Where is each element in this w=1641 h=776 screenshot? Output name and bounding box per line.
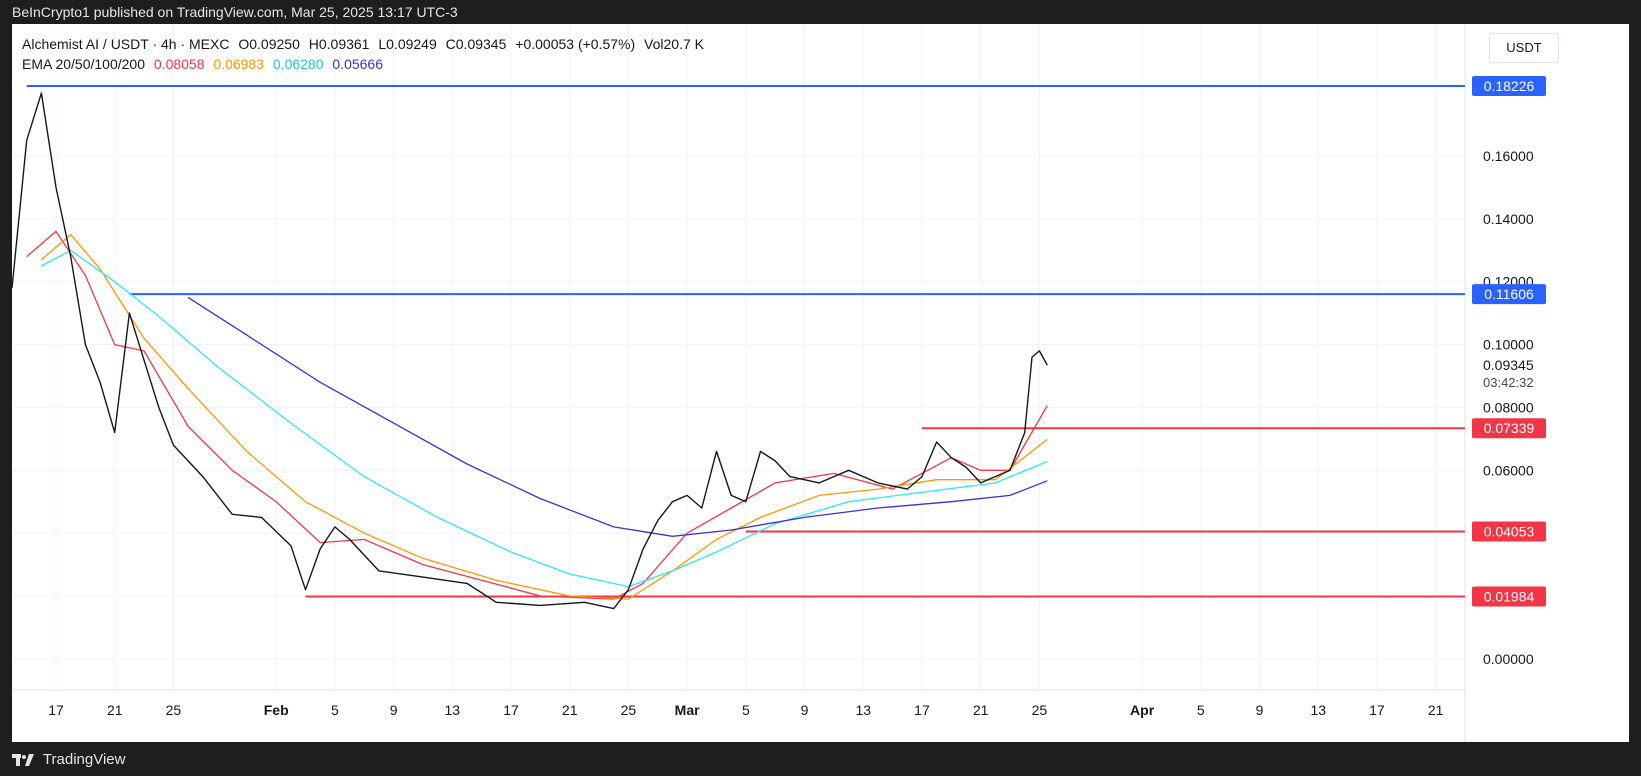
level-badge: [1472, 76, 1546, 97]
ema-legend: EMA 20/50/100/200 0.08058 0.06983 0.0628…: [22, 56, 383, 72]
level-badge: [1472, 284, 1546, 305]
x-tick-label: 5: [331, 702, 339, 718]
x-tick-label: Mar: [675, 702, 700, 718]
x-tick-label: 5: [1197, 702, 1205, 718]
symbol-title[interactable]: Alchemist AI / USDT · 4h · MEXC: [22, 36, 230, 52]
x-tick-label: 13: [445, 702, 461, 718]
price-line[interactable]: [12, 92, 1048, 610]
x-tick-label: Apr: [1130, 702, 1155, 718]
y-tick-label: 0.06000: [1483, 462, 1534, 478]
tradingview-footer: TradingView: [12, 747, 125, 773]
y-tick-label: 0.16000: [1483, 148, 1534, 164]
x-tick-label: 17: [1369, 702, 1385, 718]
level-badge-label: 0.01984: [1484, 589, 1535, 605]
ema-200-line: [187, 296, 1048, 537]
x-tick-label: 13: [1310, 702, 1326, 718]
x-tick-label: 21: [562, 702, 578, 718]
level-badge: [1472, 586, 1546, 607]
x-tick-label: 9: [801, 702, 809, 718]
x-tick-label: 21: [973, 702, 989, 718]
x-tick-label: 21: [1428, 702, 1444, 718]
level-badge: [1472, 521, 1546, 542]
high-value: H0.09361: [308, 36, 370, 52]
level-badge: [1472, 418, 1546, 439]
chart-panel[interactable]: 0.000000.020000.040000.060000.080000.100…: [12, 24, 1629, 742]
x-tick-label: 13: [855, 702, 871, 718]
ema-50-line: [40, 233, 1048, 600]
x-tick-label: 9: [390, 702, 398, 718]
x-tick-label: 5: [742, 702, 750, 718]
ohlc-legend: Alchemist AI / USDT · 4h · MEXC O0.09250…: [22, 36, 704, 52]
x-tick-label: 25: [621, 702, 637, 718]
ema-100-line: [41, 249, 1048, 588]
x-tick-label: 25: [166, 702, 182, 718]
last-price-label: 0.09345: [1483, 357, 1534, 373]
change-value: +0.00053 (+0.57%): [515, 36, 636, 52]
close-value: C0.09345: [445, 36, 507, 52]
tradingview-logo-icon: [12, 754, 34, 767]
ema-50-value: 0.06983: [213, 56, 264, 72]
level-badge-label: 0.04053: [1484, 523, 1535, 539]
y-tick-label: 0.10000: [1483, 337, 1534, 353]
x-tick-label: Feb: [264, 702, 289, 718]
ema-100-value: 0.06280: [272, 56, 324, 72]
candle-countdown: 03:42:32: [1483, 375, 1534, 390]
x-tick-label: 17: [48, 702, 64, 718]
open-value: O0.09250: [238, 36, 300, 52]
ema-200-value: 0.05666: [332, 56, 383, 72]
ema-label[interactable]: EMA 20/50/100/200: [22, 56, 145, 72]
x-tick-label: 17: [914, 702, 930, 718]
x-tick-label: 21: [107, 702, 123, 718]
level-badge-label: 0.18226: [1484, 78, 1535, 94]
x-tick-label: 17: [503, 702, 519, 718]
low-value: L0.09249: [378, 36, 437, 52]
x-tick-label: 25: [1032, 702, 1048, 718]
y-tick-label: 0.14000: [1483, 211, 1534, 227]
price-chart[interactable]: 0.000000.020000.040000.060000.080000.100…: [12, 24, 1629, 742]
currency-unit-button[interactable]: USDT: [1489, 33, 1559, 63]
ema-20-value: 0.08058: [153, 56, 205, 72]
ema-20-line: [26, 230, 1048, 600]
y-tick-label: 0.00000: [1483, 651, 1534, 667]
volume-value: Vol20.7 K: [644, 36, 704, 52]
level-badge-label: 0.07339: [1484, 420, 1535, 436]
x-tick-label: 9: [1256, 702, 1264, 718]
level-badge-label: 0.11606: [1484, 286, 1534, 302]
y-tick-label: 0.08000: [1483, 399, 1534, 415]
tradingview-brand[interactable]: TradingView: [42, 751, 126, 768]
publish-header: BeInCrypto1 published on TradingView.com…: [12, 4, 458, 20]
